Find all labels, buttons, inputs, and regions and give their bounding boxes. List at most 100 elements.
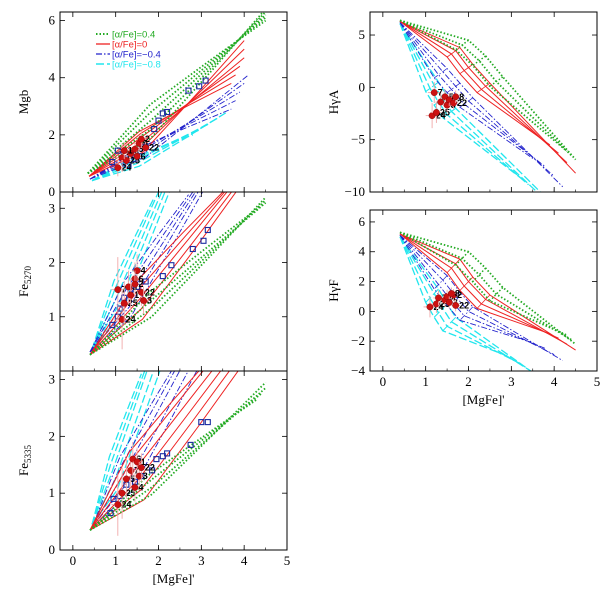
x-tick-label: 3 (508, 374, 515, 389)
model-line-m08 (91, 197, 155, 350)
data-point-red (122, 157, 130, 164)
model-age-line-m08 (425, 81, 439, 92)
model-line-z0 (89, 192, 224, 355)
panel-fe5270: 7242551642232123Fe5270 (16, 191, 288, 372)
model-line-z0 (88, 40, 245, 177)
model-line-z0 (89, 371, 239, 531)
data-point-red (114, 286, 122, 294)
y-tick-label: 1 (49, 309, 56, 324)
x-axis-title: [MgFe]' (462, 392, 504, 407)
x-axis-title: [MgFe]' (152, 571, 194, 586)
model-age-line-z0 (476, 82, 491, 93)
model-line-m08 (91, 371, 146, 525)
model-line-m08 (91, 192, 163, 350)
model-age-line-p04 (489, 76, 504, 87)
legend-label-m04: [α/Fe]=−0.4 (112, 50, 161, 61)
model-age-line-m04 (446, 82, 461, 93)
model-line-m04 (399, 22, 546, 168)
point-label: 22 (459, 300, 469, 310)
model-age-line-z0 (446, 47, 461, 58)
legend: [α/Fe]=0.4[α/Fe]=0[α/Fe]=−0.4[α/Fe]=−0.8 (96, 30, 161, 71)
model-line-z0 (89, 371, 200, 531)
point-label: 8 (455, 288, 460, 298)
data-point-blue (155, 117, 162, 124)
model-line-p04 (399, 231, 568, 337)
model-line-p04 (87, 12, 265, 175)
model-line-m08 (91, 192, 160, 350)
model-age-line-p04 (472, 267, 487, 283)
model-age-line-p04 (455, 39, 469, 51)
panel-mgb: 24725436522210246Mgb[α/Fe]=0.4[α/Fe]=0[α… (16, 11, 288, 199)
data-point-blue (189, 245, 196, 253)
model-line-m04 (89, 100, 236, 180)
model-line-m04 (89, 192, 194, 353)
model-age-line-m04 (433, 275, 448, 290)
data-point-red (127, 291, 135, 299)
data-point-blue (196, 83, 203, 90)
y-tick-label: 1 (49, 485, 56, 500)
legend-label-z0: [α/Fe]=0 (112, 40, 147, 51)
model-age-line-m08 (442, 107, 457, 119)
data-point-red (140, 297, 147, 304)
model-line-p04 (87, 19, 267, 175)
data-point-blue (187, 441, 194, 448)
point-label: 1 (141, 457, 146, 467)
point-label: 1 (128, 146, 133, 156)
y-tick-label: −2 (351, 333, 365, 348)
model-age-line-m04 (459, 306, 474, 321)
model-grid-mgb (87, 12, 267, 182)
data-point-red (135, 472, 143, 480)
model-line-m08 (91, 371, 148, 525)
model-line-p04 (399, 231, 572, 341)
y-tick-label: 0 (49, 184, 56, 199)
y-tick-label: 2 (49, 428, 56, 443)
x-tick-label: 2 (465, 374, 472, 389)
model-line-z0 (89, 192, 226, 355)
model-line-m08 (91, 373, 143, 525)
model-line-p04 (89, 381, 267, 531)
model-grid-fe5270 (89, 192, 267, 356)
panel-fe5335: 2425576132240123450123Fe5335[MgFe]' (16, 370, 291, 586)
data-point-blue (110, 495, 117, 502)
model-grid-hgf (399, 231, 577, 371)
data-point-blue (200, 237, 207, 244)
y-tick-label: −10 (345, 184, 365, 199)
point-label: 22 (145, 463, 155, 473)
data-point-blue (185, 87, 192, 94)
data-point-red (426, 303, 434, 311)
x-tick-label: 5 (594, 374, 601, 389)
model-line-m04 (89, 194, 189, 353)
data-point-blue (151, 126, 158, 133)
model-line-z0 (89, 371, 222, 531)
model-line-p04 (89, 204, 262, 356)
y-tick-label: 0 (359, 79, 366, 94)
axes-frame (369, 209, 598, 372)
model-line-m08 (399, 236, 512, 359)
data-point-red (450, 99, 457, 107)
point-label: 25 (440, 107, 450, 117)
model-line-m08 (91, 128, 202, 182)
model-age-line-m08 (442, 316, 457, 332)
x-tick-label: 5 (284, 553, 291, 568)
model-line-m04 (89, 91, 241, 180)
data-point-red (142, 144, 150, 152)
point-label: 2 (457, 290, 462, 300)
point-label: 22 (457, 98, 467, 108)
model-age-line-p04 (472, 55, 487, 66)
model-line-p04 (89, 196, 267, 356)
point-label: 25 (128, 298, 138, 308)
data-point-blue (164, 108, 171, 116)
data-point-blue (198, 419, 205, 426)
model-line-m08 (91, 371, 161, 525)
model-line-m04 (89, 192, 196, 353)
model-line-z0 (89, 192, 228, 356)
point-label: 24 (436, 111, 446, 121)
data-point-red (131, 280, 139, 288)
y-tick-label: 6 (359, 214, 366, 229)
model-line-z0 (89, 371, 213, 531)
model-grid-hga (399, 19, 577, 192)
y-tick-label: 4 (49, 70, 56, 85)
model-line-m08 (91, 122, 211, 182)
